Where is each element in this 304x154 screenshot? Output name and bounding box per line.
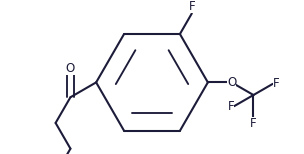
Text: O: O	[66, 62, 75, 75]
Text: F: F	[250, 117, 257, 130]
Text: F: F	[228, 100, 234, 113]
Text: F: F	[188, 0, 195, 13]
Text: F: F	[273, 77, 279, 90]
Text: O: O	[227, 76, 236, 89]
